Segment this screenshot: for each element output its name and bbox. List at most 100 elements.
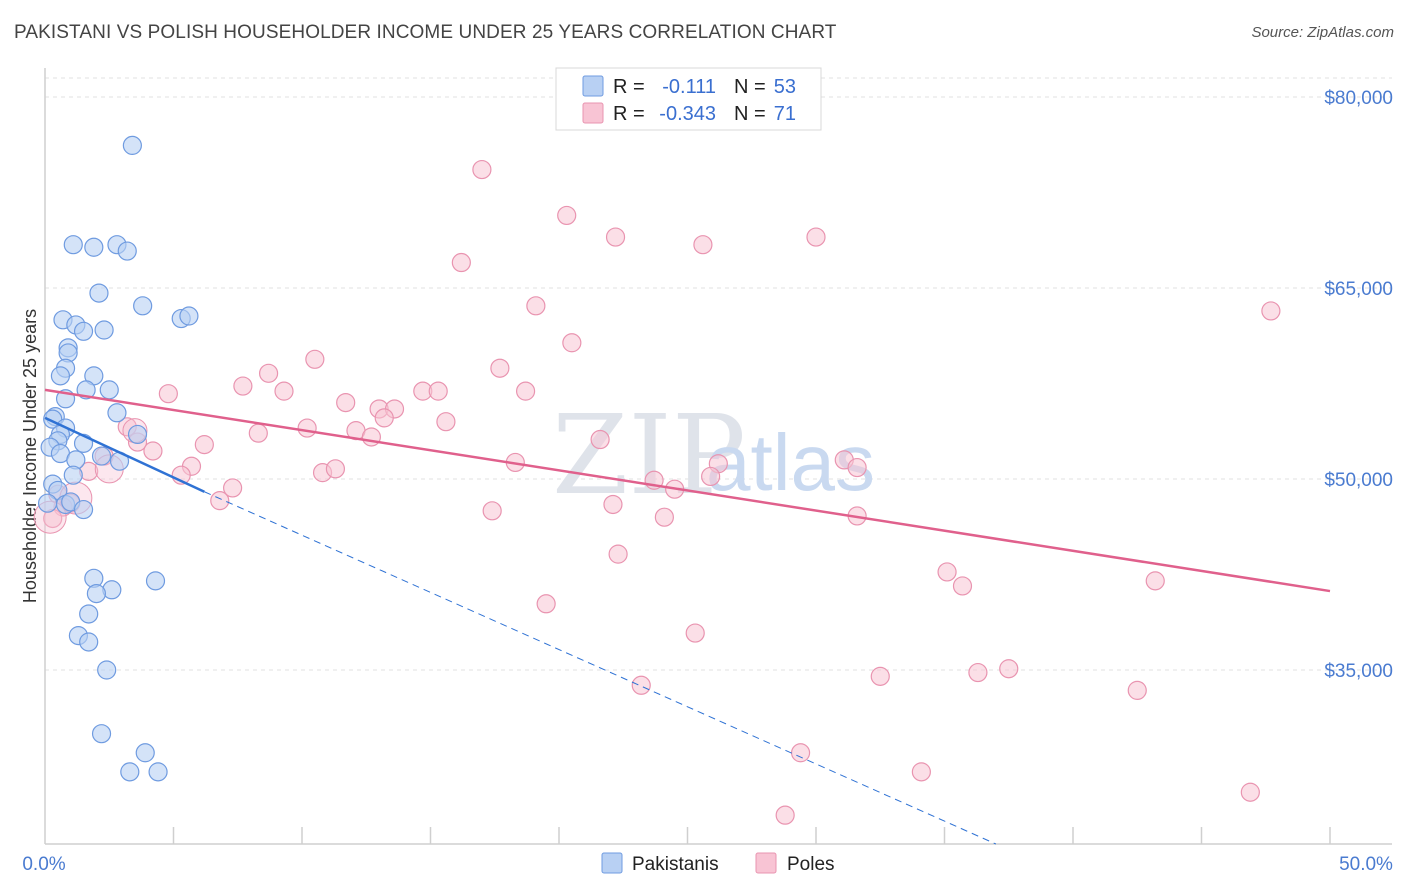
- pakistanis-point: [148, 762, 168, 782]
- legend-pakistanis-r-label: R =: [613, 76, 645, 98]
- y-tick-label: $50,000: [1324, 470, 1393, 491]
- x-tick-label-max: 50.0%: [1339, 854, 1393, 875]
- legend-box: R = -0.111 N = 53 R = -0.343 N = 71: [555, 67, 822, 131]
- poles-point: [526, 296, 546, 316]
- poles-point: [790, 743, 811, 763]
- legend-poles-r-value: -0.343: [659, 103, 716, 125]
- trend-lines: [44, 388, 1331, 845]
- poles-point: [693, 235, 713, 255]
- pakistanis-point: [99, 380, 119, 400]
- poles-point: [968, 662, 988, 683]
- poles-point: [603, 494, 623, 515]
- pakistanis-point: [63, 465, 83, 485]
- pakistanis-point: [117, 241, 137, 261]
- poles-point: [590, 429, 610, 450]
- pakistanis-point: [127, 424, 148, 445]
- bottom-legend-pakistanis-swatch: [601, 852, 623, 874]
- pakistanis-point: [89, 283, 109, 303]
- legend-poles-n-label: N =: [734, 103, 766, 125]
- poles-point: [143, 441, 163, 461]
- poles-point: [223, 478, 243, 498]
- bottom-legend: Pakistanis Poles: [601, 852, 835, 875]
- legend-poles-r-label: R =: [613, 103, 645, 125]
- poles-point: [233, 376, 253, 396]
- pakistanis-trend-extension: [204, 491, 997, 845]
- poles-trend-line: [44, 388, 1331, 593]
- poles-point: [472, 159, 492, 180]
- poles-point: [336, 393, 356, 413]
- pakistanis-point: [63, 235, 83, 255]
- pakistanis-point: [91, 724, 112, 744]
- source-label: Source: ZipAtlas.com: [1251, 24, 1394, 41]
- pakistanis-point: [86, 583, 107, 604]
- poles-point: [490, 358, 510, 378]
- poles-point: [1261, 301, 1281, 321]
- poles-point: [482, 501, 502, 521]
- poles-point: [701, 466, 721, 487]
- poles-point: [428, 381, 448, 401]
- pakistanis-point: [84, 237, 104, 257]
- poles-point: [775, 805, 795, 825]
- legend-pakistanis-swatch: [582, 75, 604, 97]
- poles-point: [248, 423, 268, 443]
- poles-point: [158, 384, 178, 404]
- pakistanis-series: [37, 135, 199, 782]
- poles-point: [562, 333, 582, 353]
- poles-point: [305, 349, 325, 369]
- pakistanis-point: [133, 296, 153, 316]
- poles-point: [297, 418, 317, 438]
- y-tick-label: $35,000: [1324, 661, 1393, 682]
- poles-point: [999, 659, 1019, 679]
- poles-point: [194, 435, 214, 455]
- poles-point: [361, 427, 381, 447]
- pakistanis-point: [37, 493, 58, 513]
- poles-point: [847, 457, 867, 478]
- pakistanis-point: [122, 135, 142, 155]
- pakistanis-point: [145, 571, 166, 591]
- poles-point: [654, 507, 674, 527]
- pakistanis-point: [79, 632, 99, 652]
- bottom-legend-poles-swatch: [755, 852, 777, 874]
- poles-point: [911, 762, 931, 782]
- legend-poles-n-value: 71: [774, 103, 796, 125]
- legend-pakistanis-n-value: 53: [774, 76, 796, 98]
- chart-title: PAKISTANI VS POLISH HOUSEHOLDER INCOME U…: [14, 22, 837, 43]
- poles-point: [274, 381, 294, 401]
- bottom-legend-poles-label: Poles: [787, 854, 835, 875]
- poles-point: [536, 594, 556, 614]
- watermark-zip: ZIP: [552, 391, 746, 519]
- pakistanis-point: [120, 762, 140, 782]
- poles-point: [685, 623, 705, 643]
- poles-point: [631, 675, 651, 695]
- poles-point: [1240, 782, 1260, 802]
- y-tick-label: $65,000: [1324, 279, 1393, 300]
- poles-point: [605, 227, 626, 247]
- poles-point: [1145, 571, 1165, 591]
- x-tick-label-min: 0.0%: [22, 854, 65, 875]
- y-tick-label: $80,000: [1324, 88, 1393, 109]
- pakistanis-point: [94, 320, 114, 340]
- pakistanis-point: [91, 446, 112, 466]
- poles-point: [210, 491, 230, 511]
- x-tick-marks: [172, 827, 1331, 844]
- pakistanis-point: [73, 499, 94, 520]
- poles-point: [515, 381, 536, 401]
- bottom-legend-pakistanis-label: Pakistanis: [632, 854, 719, 875]
- poles-point: [258, 363, 279, 383]
- pakistanis-trend-line: [44, 416, 205, 493]
- pakistanis-point: [107, 403, 127, 423]
- pakistanis-point: [73, 321, 94, 341]
- poles-point: [608, 544, 628, 564]
- gridlines: [45, 77, 1392, 671]
- poles-point: [374, 408, 394, 428]
- poles-point: [870, 666, 890, 686]
- pakistanis-point: [97, 660, 117, 680]
- y-axis-label: Householder Income Under 25 years: [20, 309, 40, 603]
- poles-point: [952, 576, 973, 596]
- poles-point: [325, 459, 346, 479]
- poles-point: [806, 227, 826, 247]
- pakistanis-point: [179, 306, 199, 326]
- poles-point: [1127, 680, 1147, 700]
- y-tick-labels: $35,000 $50,000 $65,000 $80,000: [1324, 88, 1393, 682]
